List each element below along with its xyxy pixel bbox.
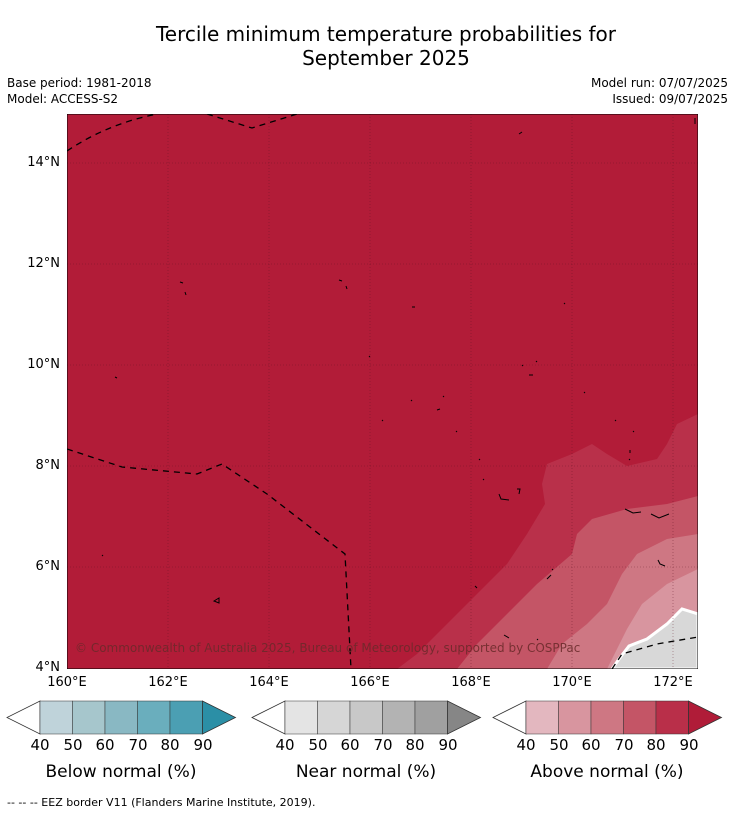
title-line-2: September 2025 — [302, 46, 470, 70]
lon-tick-168: 168°E — [451, 675, 491, 690]
eez-borders — [67, 114, 698, 669]
colorbar-segment — [104, 700, 138, 735]
above-label-70: 70 — [614, 736, 634, 754]
near-label-60: 60 — [340, 736, 360, 754]
colorbar-segment — [349, 700, 383, 735]
lon-tick-170: 170°E — [552, 675, 592, 690]
near-label-50: 50 — [308, 736, 328, 754]
colorbar-segment — [72, 700, 106, 735]
colorbar-segment — [558, 700, 592, 735]
colorbar-extend-high — [202, 700, 237, 735]
above-label-40: 40 — [516, 736, 536, 754]
colorbar-below — [6, 700, 237, 735]
colorbar-segment — [414, 700, 448, 735]
lon-tick-162: 162°E — [148, 675, 188, 690]
above-label-60: 60 — [581, 736, 601, 754]
issued-date: Issued: 09/07/2025 — [612, 92, 728, 106]
eez-footnote: -- -- -- EEZ border V11 (Flanders Marine… — [7, 796, 316, 809]
near-normal-region — [610, 607, 698, 669]
above-label-90: 90 — [679, 736, 699, 754]
model-run: Model run: 07/07/2025 — [590, 76, 728, 90]
colorbar-segment — [590, 700, 624, 735]
colorbar-segment — [284, 700, 318, 735]
probability-map[interactable] — [67, 114, 698, 669]
above-normal-title: Above normal (%) — [530, 762, 684, 782]
colorbar-segment — [382, 700, 416, 735]
lon-tick-166: 166°E — [350, 675, 390, 690]
colorbar-segment — [317, 700, 351, 735]
meta-left: Base period: 1981-2018 Model: ACCESS-S2 — [7, 75, 152, 107]
base-period: Base period: 1981-2018 — [7, 76, 152, 90]
lon-tick-160: 160°E — [47, 675, 87, 690]
lat-tick-10: 10°N — [27, 357, 60, 372]
meta-right: Model run: 07/07/2025 Issued: 09/07/2025 — [591, 75, 728, 107]
colorbar-extend-high — [688, 700, 723, 735]
lat-tick-14: 14°N — [27, 155, 60, 170]
colorbar-segment — [169, 700, 203, 735]
colorbar-segment — [623, 700, 657, 735]
lon-tick-164: 164°E — [249, 675, 289, 690]
title-line-1: Tercile minimum temperature probabilitie… — [155, 22, 617, 46]
colorbar-extend-low — [492, 700, 527, 735]
colorbar-extend-high — [447, 700, 482, 735]
below-label-80: 80 — [160, 736, 180, 754]
colorbar-extend-low — [251, 700, 286, 735]
colorbar-above — [492, 700, 723, 735]
grid-lines — [67, 114, 698, 669]
near-label-70: 70 — [373, 736, 393, 754]
below-label-60: 60 — [95, 736, 115, 754]
colorbar-near — [251, 700, 482, 735]
islands — [101, 118, 696, 641]
lat-tick-4: 4°N — [35, 660, 61, 675]
lon-tick-172: 172°E — [653, 675, 693, 690]
near-label-80: 80 — [405, 736, 425, 754]
colorbar-segment — [655, 700, 689, 735]
near-label-90: 90 — [438, 736, 458, 754]
near-normal-title: Near normal (%) — [295, 762, 437, 782]
map-title: Tercile minimum temperature probabilitie… — [0, 22, 736, 70]
colorbar-extend-low — [6, 700, 41, 735]
colorbar-segment — [39, 700, 73, 735]
copyright-notice: © Commonwealth of Australia 2025, Bureau… — [75, 641, 581, 655]
above-label-80: 80 — [646, 736, 666, 754]
lat-tick-8: 8°N — [35, 458, 61, 473]
colorbar-segment — [525, 700, 559, 735]
below-label-90: 90 — [193, 736, 213, 754]
near-label-40: 40 — [275, 736, 295, 754]
below-label-70: 70 — [128, 736, 148, 754]
lat-tick-12: 12°N — [27, 256, 60, 271]
above-label-50: 50 — [549, 736, 569, 754]
colorbar-segment — [137, 700, 171, 735]
below-label-40: 40 — [30, 736, 50, 754]
model-name: Model: ACCESS-S2 — [7, 92, 119, 106]
lat-tick-6: 6°N — [35, 559, 61, 574]
below-label-50: 50 — [63, 736, 83, 754]
below-normal-title: Below normal (%) — [45, 762, 197, 782]
